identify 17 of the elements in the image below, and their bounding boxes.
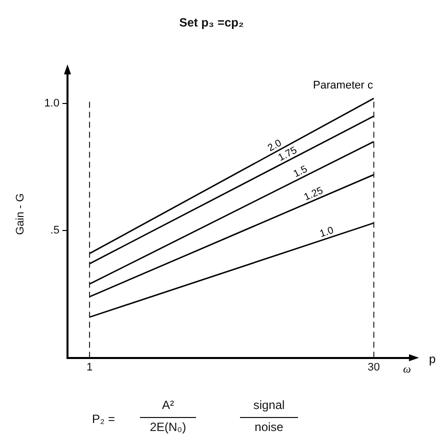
text: 1.5: [292, 164, 310, 180]
x-tick-label: 1: [86, 361, 93, 374]
text: 2E(N₀): [148, 420, 188, 434]
y-axis-title: Gain - G: [14, 193, 27, 235]
text: 2.0: [266, 138, 284, 154]
y-tick-label: .5: [50, 224, 60, 237]
text: noise: [254, 420, 284, 434]
text: signal: [252, 398, 286, 412]
text: P₂ =: [92, 412, 116, 426]
text: 1.0: [318, 225, 336, 240]
legend-title: Parameter c: [313, 79, 374, 92]
text: 1.25: [302, 185, 326, 204]
text: A²: [161, 398, 175, 412]
chart-title: Set p₃ =cp₂: [179, 16, 244, 30]
text: ω: [403, 364, 412, 376]
x-tick-label: 30: [368, 361, 380, 374]
x-axis-title: p: [429, 352, 436, 366]
